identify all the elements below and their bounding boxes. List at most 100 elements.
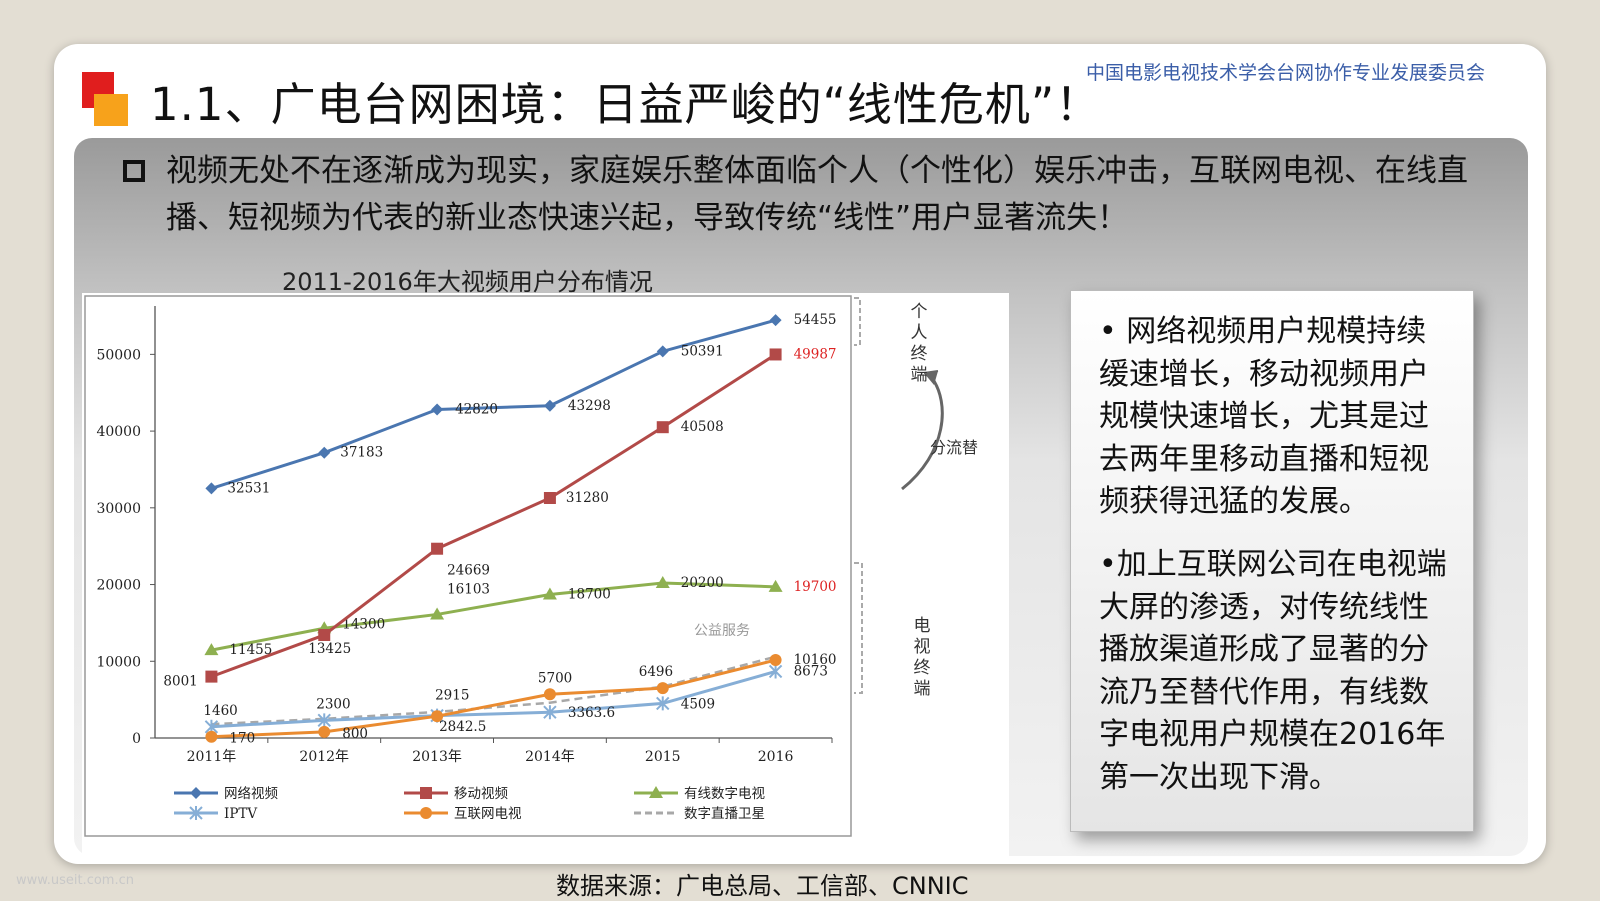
y-tick-label: 20000 xyxy=(96,578,141,594)
data-point xyxy=(318,628,331,641)
series-网络视频: 32531 37183 42820 43298 50391 54455 xyxy=(205,312,837,496)
data-point xyxy=(656,345,669,358)
legend-item-IPTV: IPTV xyxy=(174,806,257,822)
series-line xyxy=(210,353,777,679)
data-point xyxy=(769,314,782,327)
notes-box: • 网络视频用户规模持续缓速增长，移动视频用户规模快速增长，尤其是过去两年里移动… xyxy=(1070,290,1474,832)
series-line xyxy=(211,670,776,729)
data-label: 43298 xyxy=(568,398,611,414)
data-label: 32531 xyxy=(227,480,270,496)
legend-label: IPTV xyxy=(224,806,257,822)
x-tick-label: 2011年 xyxy=(187,749,237,765)
tv-bracket xyxy=(854,562,863,694)
data-point xyxy=(768,664,783,679)
data-point xyxy=(420,787,432,799)
data-point xyxy=(649,786,663,798)
data-label: 31280 xyxy=(566,490,609,506)
data-point xyxy=(431,710,444,723)
data-label: 800 xyxy=(342,726,368,742)
data-label: 170 xyxy=(229,731,255,747)
data-label: 11455 xyxy=(229,642,272,658)
data-point xyxy=(420,807,432,819)
legend-item-网络视频: 网络视频 xyxy=(174,786,278,802)
data-point xyxy=(190,787,202,799)
data-label: 54455 xyxy=(794,312,837,328)
series-数字直播卫星 xyxy=(211,655,776,726)
data-point xyxy=(205,670,218,683)
data-label: 2842.5 xyxy=(439,719,486,735)
data-label: 49987 xyxy=(794,346,837,362)
data-label: 20200 xyxy=(681,575,724,591)
organization-name: 中国电影电视技术学会台网协作专业发展委员会 xyxy=(1086,62,1486,84)
x-tick-label: 2013年 xyxy=(412,749,462,765)
series-有线数字电视: 11455 14300 16103 18700 20200 19700 xyxy=(204,575,837,658)
data-point xyxy=(318,725,331,738)
data-label: 18700 xyxy=(568,587,611,603)
legend-item-互联网电视: 互联网电视 xyxy=(404,806,522,822)
data-point xyxy=(542,587,557,600)
data-label: 8673 xyxy=(794,663,828,679)
flow-replace-label: 分流替 xyxy=(930,438,979,457)
legend-item-有线数字电视: 有线数字电视 xyxy=(634,786,765,802)
data-label: 16103 xyxy=(447,581,490,597)
y-tick-label: 40000 xyxy=(96,424,141,440)
data-label: 50391 xyxy=(681,343,724,359)
legend-label: 有线数字电视 xyxy=(684,786,765,802)
square-bullet-icon xyxy=(123,160,145,182)
page-title: 1.1、广电台网困境：日益严峻的“线性危机”！ xyxy=(150,78,1102,131)
data-point xyxy=(189,806,203,820)
data-point xyxy=(656,696,670,711)
data-label: 6496 xyxy=(639,664,673,680)
data-point xyxy=(656,682,669,695)
data-point xyxy=(769,654,782,667)
data-label: 24669 xyxy=(447,563,490,579)
legend-label: 网络视频 xyxy=(224,786,278,802)
watermark: www.useit.com.cn xyxy=(16,873,134,888)
legend-label: 数字直播卫星 xyxy=(684,806,765,822)
chart-annotation: 公益服务 xyxy=(694,623,750,639)
series-line xyxy=(211,658,776,739)
data-label: 42820 xyxy=(455,401,498,417)
data-point xyxy=(317,713,331,728)
data-label: 1460 xyxy=(203,703,237,719)
data-point xyxy=(768,579,783,592)
data-point xyxy=(205,730,218,743)
data-label: 19700 xyxy=(794,579,837,595)
series-line xyxy=(211,655,776,726)
series-移动视频: 8001 13425 24669 31280 40508 49987 xyxy=(163,346,836,689)
data-point xyxy=(431,403,444,416)
flow-arrow-curve xyxy=(901,377,944,491)
data-point xyxy=(430,607,445,620)
x-tick-label: 2015 xyxy=(645,749,681,765)
arrow-head-icon xyxy=(924,371,938,385)
data-source: 数据来源：广电总局、工信部、CNNIC xyxy=(556,872,969,900)
chart-frame: 0 10000 20000 30000 40000 50000 2011年 2012年 2013… xyxy=(82,293,1009,858)
data-point xyxy=(431,542,444,555)
x-tick-label: 2012年 xyxy=(299,749,349,765)
data-point xyxy=(543,688,556,701)
data-point xyxy=(543,705,557,720)
data-point xyxy=(656,421,669,434)
data-point xyxy=(543,491,556,504)
data-label: 14300 xyxy=(342,616,385,632)
headline-text: 视频无处不在逐渐成为现实，家庭娱乐整体面临个人（个性化）娱乐冲击，互联网电视、在… xyxy=(166,153,1468,236)
data-label: 8001 xyxy=(163,674,197,690)
data-label: 3363.6 xyxy=(568,705,615,721)
legend-item-数字直播卫星: 数字直播卫星 xyxy=(634,806,765,822)
data-point xyxy=(318,446,331,459)
data-point xyxy=(543,399,556,412)
series-IPTV: 1460 2300 2915 3363.6 4509 8673 xyxy=(203,663,828,734)
legend-item-移动视频: 移动视频 xyxy=(404,786,508,802)
data-point xyxy=(655,576,670,589)
arrow-head-stroke xyxy=(923,370,939,374)
data-label: 40508 xyxy=(681,419,724,435)
x-tick-label: 2014年 xyxy=(525,749,575,765)
y-tick-label: 0 xyxy=(132,731,141,747)
x-tick-label: 2016 xyxy=(758,749,794,765)
personal-terminal-label: 个人终端 xyxy=(910,302,928,385)
y-tick-label: 50000 xyxy=(96,347,141,363)
data-point xyxy=(204,643,219,656)
data-label: 5700 xyxy=(538,670,572,686)
data-label: 2300 xyxy=(316,696,350,712)
data-label: 10160 xyxy=(794,652,837,668)
